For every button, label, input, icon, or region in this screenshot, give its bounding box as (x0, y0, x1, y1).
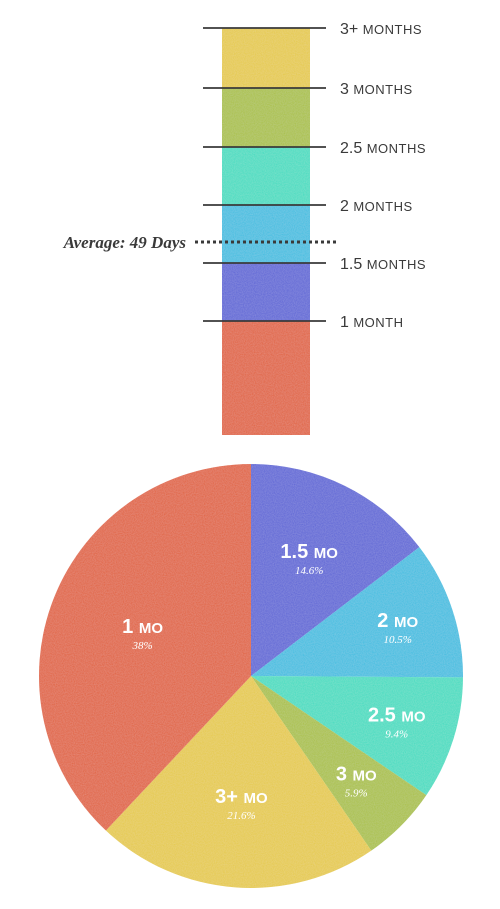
pie-slice-percent: 14.6% (295, 565, 323, 577)
pie-slice-label: 3 MO (336, 764, 377, 786)
scale-segment-1 (222, 263, 310, 321)
pie-slice-label: 1.5 MO (280, 541, 338, 563)
scale-tick-label: 1.5 MONTHS (340, 256, 426, 273)
pie-slice-label: 1 MO (122, 616, 163, 638)
duration-scale-bar: 3+ MONTHS 3 MONTHS 2.5 MONTHS 2 MONTHS 1.5 M… (63, 21, 426, 435)
scale-segment-3 (222, 147, 310, 205)
scale-tick-label: 3 MONTHS (340, 81, 413, 98)
duration-pie-chart: 1 MO 38% 1.5 MO 14.6% 2 MO 10.5% 2.5 MO 9.4% 3 M… (39, 464, 464, 888)
scale-tick-label: 2 MONTHS (340, 198, 413, 215)
pie-slice (251, 676, 427, 851)
pie-slice-percent: 9.4% (385, 728, 408, 740)
scale-segment-2 (222, 205, 310, 263)
pie-slice-percent: 38% (132, 640, 153, 652)
pie-slice (251, 547, 464, 678)
pie-slice-percent: 21.6% (227, 810, 255, 822)
pie-slice (251, 676, 463, 796)
scale-tick-label: 3+ MONTHS (340, 21, 422, 38)
pie-slice (251, 464, 420, 676)
pie-slice-label: 2.5 MO (368, 704, 426, 726)
pie-slice-percent: 5.9% (345, 788, 368, 800)
scale-tick-label: 1 MONTH (340, 314, 404, 331)
pie-slice (105, 676, 372, 888)
scale-tick-label: 2.5 MONTHS (340, 140, 426, 157)
scale-segment-0 (222, 321, 310, 435)
average-label: Average: 49 Days (63, 233, 187, 252)
pie-slice-label: 2 MO (377, 610, 418, 632)
pie-slice-percent: 10.5% (384, 634, 412, 646)
scale-segment-5 (222, 28, 310, 88)
pie-slice-label: 3+ MO (215, 786, 268, 808)
pie-slice (39, 464, 251, 831)
scale-segment-4 (222, 88, 310, 147)
